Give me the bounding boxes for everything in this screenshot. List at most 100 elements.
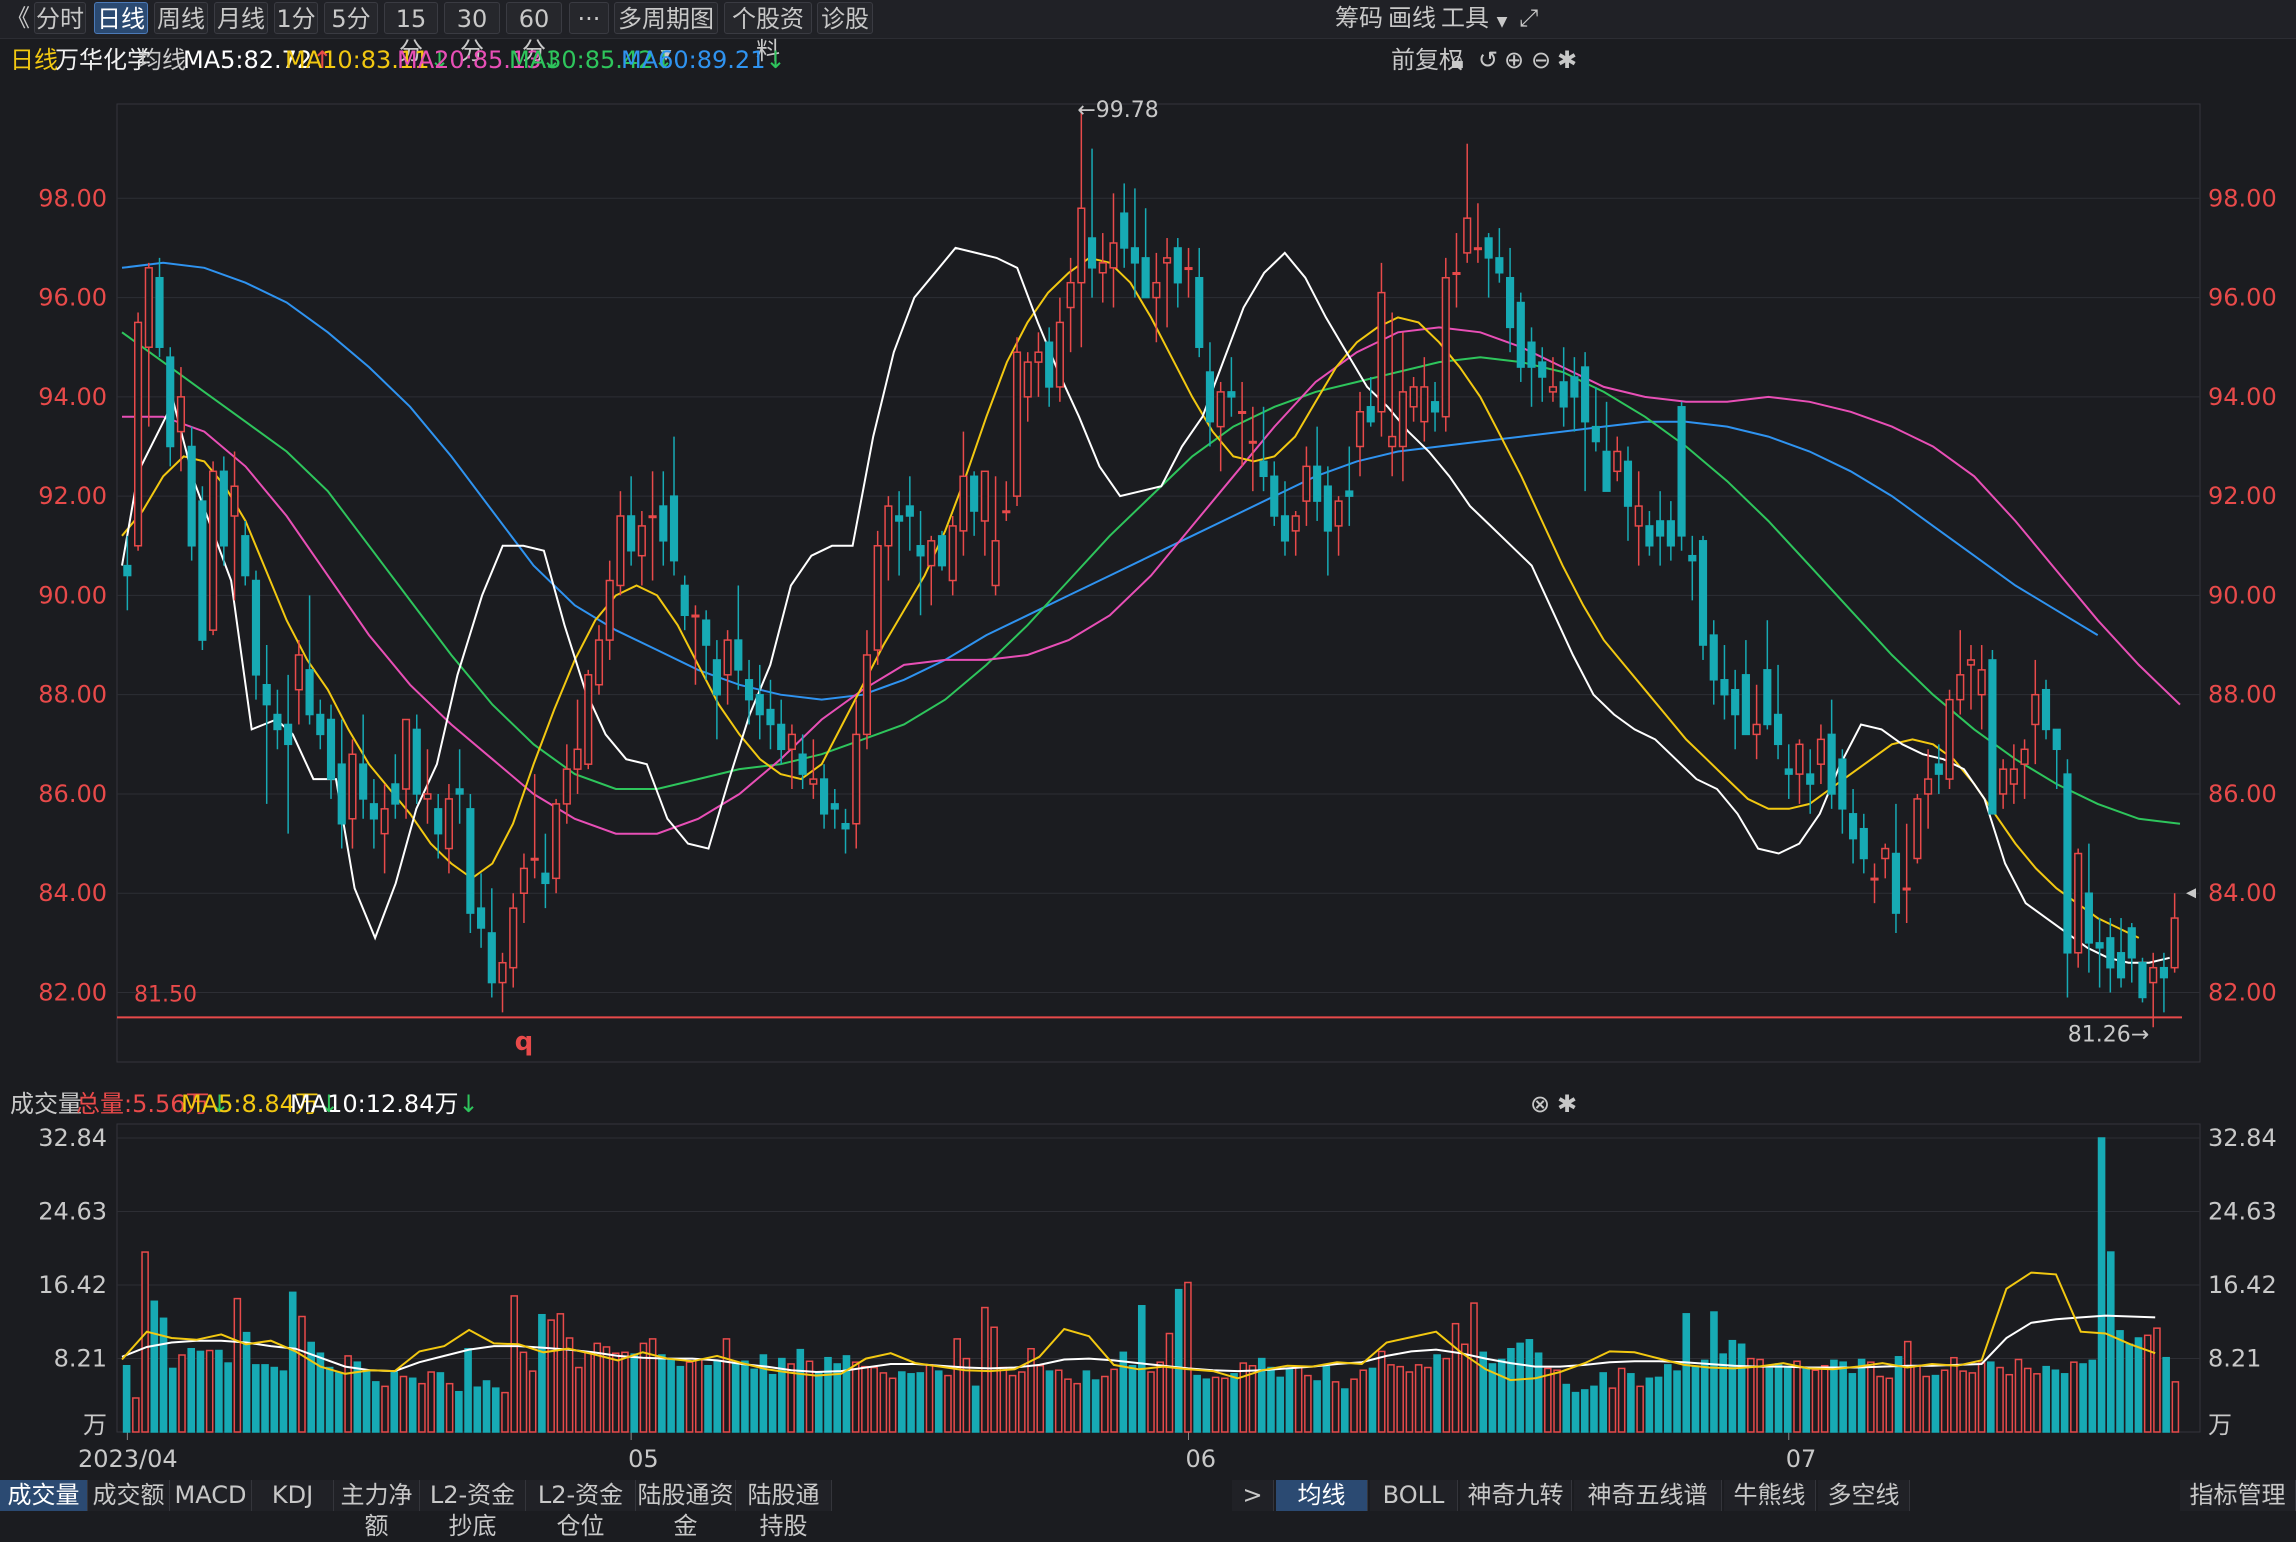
overlay-tab[interactable]: 均线 — [1276, 1480, 1368, 1511]
candle — [970, 471, 979, 536]
volume-bar — [381, 1385, 389, 1433]
overlay-tab[interactable]: 牛熊线 — [1724, 1480, 1816, 1511]
candle-body — [1473, 247, 1482, 251]
lock-icon[interactable]: 🔒︎ — [1451, 46, 1464, 74]
indicator-manage-button[interactable]: 指标管理 — [2180, 1480, 2296, 1511]
indicator-tab[interactable]: L2-资金抄底 — [420, 1480, 526, 1540]
undo-icon[interactable]: ↺ — [1478, 46, 1499, 74]
candle — [1645, 511, 1654, 556]
period-tab[interactable]: 周线 — [154, 2, 208, 34]
candle — [273, 689, 282, 750]
kline-chart[interactable]: 98.00 98.00 96.00 96.00 94.00 94.00 92.00 92.00… — [0, 0, 2296, 1480]
candle — [1816, 724, 1825, 785]
candle — [1377, 262, 1386, 437]
volume-bar — [1553, 1369, 1561, 1433]
zoom-out-icon[interactable]: ⊖ — [1531, 46, 1552, 74]
close-pane-icon[interactable]: ⊗ — [1530, 1090, 1551, 1118]
zoom-in-icon[interactable]: ⊕ — [1504, 46, 1525, 74]
candle — [669, 436, 679, 576]
candle-body — [1120, 212, 1129, 249]
tools-button[interactable]: 工具 ▼ — [1441, 2, 1507, 34]
period-tab[interactable]: 分时 — [34, 2, 86, 34]
overlay-tab[interactable]: 多空线 — [1818, 1480, 1910, 1511]
candle-body — [1602, 450, 1611, 492]
volume-bar — [1027, 1347, 1035, 1433]
period-tab[interactable]: 1分 — [274, 2, 318, 34]
candle — [1420, 357, 1429, 442]
multi-period-button[interactable]: 多周期图 ▼ — [614, 2, 718, 63]
draw-button[interactable]: 画线 — [1388, 4, 1436, 32]
indicator-tab[interactable]: 成交量 — [0, 1480, 88, 1511]
volume-bar — [750, 1368, 758, 1433]
period-tab[interactable]: 月线 — [214, 2, 268, 34]
indicator-tab[interactable]: 陆股通持股 — [736, 1480, 832, 1540]
volume-bar — [1913, 1365, 1921, 1433]
candle — [937, 530, 947, 571]
candle — [509, 893, 518, 988]
candle — [326, 704, 336, 799]
settings-icon[interactable]: ✱ — [1557, 46, 1578, 74]
period-tab[interactable]: 日线 — [94, 2, 148, 34]
volume-bar — [1304, 1374, 1312, 1433]
pane-settings-icon[interactable]: ✱ — [1557, 1090, 1578, 1118]
candle — [1495, 228, 1504, 283]
candle-body — [1388, 435, 1397, 448]
volume-bar — [1202, 1378, 1211, 1433]
candle — [798, 734, 807, 789]
candle-body — [305, 669, 314, 716]
volume-bar — [390, 1371, 399, 1433]
stock-info-button[interactable]: 个股资料 — [724, 2, 812, 65]
candle-body — [1763, 669, 1772, 726]
candle-body — [530, 857, 539, 861]
candle — [1034, 332, 1043, 397]
candle — [155, 257, 164, 358]
period-tab[interactable]: 30分 — [444, 2, 500, 65]
adjust-mode-button[interactable]: 前复权 — [1391, 46, 1463, 74]
volume-total: 总量:5.56万↓ — [76, 1086, 230, 1122]
candle-body — [401, 718, 411, 790]
period-tab[interactable]: 5分 — [324, 2, 378, 34]
candle — [573, 699, 582, 794]
overlay-tab[interactable]: 神奇五线谱 — [1574, 1480, 1722, 1511]
candle — [927, 535, 936, 606]
volume-bar — [233, 1297, 242, 1433]
chips-button[interactable]: 筹码 — [1335, 4, 1383, 32]
candle-body — [1924, 778, 1933, 795]
volume-bar — [907, 1373, 915, 1433]
indicator-tab[interactable]: L2-资金仓位 — [526, 1480, 636, 1540]
overlay-tab[interactable]: 神奇九转 — [1460, 1480, 1572, 1511]
candle — [1527, 327, 1536, 407]
volume-bar — [168, 1367, 177, 1433]
candle-body — [723, 639, 732, 676]
more-periods-button[interactable]: ··· — [569, 2, 609, 34]
support-line-label: 81.50 — [134, 982, 197, 1007]
candle-body — [1420, 386, 1429, 423]
indicator-tab[interactable]: 陆股通资金 — [636, 1480, 736, 1540]
candle — [905, 476, 914, 551]
volume-bar — [713, 1360, 722, 1433]
event-marker-q[interactable]: q — [515, 1027, 534, 1057]
period-tab[interactable]: 60分 — [506, 2, 562, 65]
volume-bar — [482, 1380, 491, 1433]
candle — [198, 486, 207, 651]
candle — [1441, 257, 1450, 432]
period-tab[interactable]: 15分 — [384, 2, 438, 65]
candle — [1463, 143, 1472, 263]
indicator-tab[interactable]: MACD — [170, 1480, 252, 1511]
candle-body — [648, 515, 657, 519]
fullscreen-icon[interactable]: ⤢ — [1519, 4, 1539, 32]
ma30-line — [121, 331, 2181, 825]
indicator-tab[interactable]: KDJ — [252, 1480, 334, 1511]
indicator-tab[interactable]: 成交额 — [88, 1480, 170, 1511]
candle — [766, 679, 775, 750]
volume-bar — [501, 1391, 509, 1433]
candle-body — [980, 470, 989, 522]
ma60-line — [121, 261, 2099, 701]
diagnose-button[interactable]: 诊股 — [817, 2, 873, 34]
overlay-tab[interactable]: BOLL — [1370, 1480, 1458, 1511]
back-chevron-icon[interactable]: 《 — [6, 4, 30, 32]
tabs-scroll-right-icon[interactable]: > — [1232, 1480, 1274, 1511]
indicator-tab[interactable]: 主力净额 — [334, 1480, 420, 1540]
candle — [1956, 630, 1965, 715]
volume-bar — [1664, 1364, 1672, 1433]
